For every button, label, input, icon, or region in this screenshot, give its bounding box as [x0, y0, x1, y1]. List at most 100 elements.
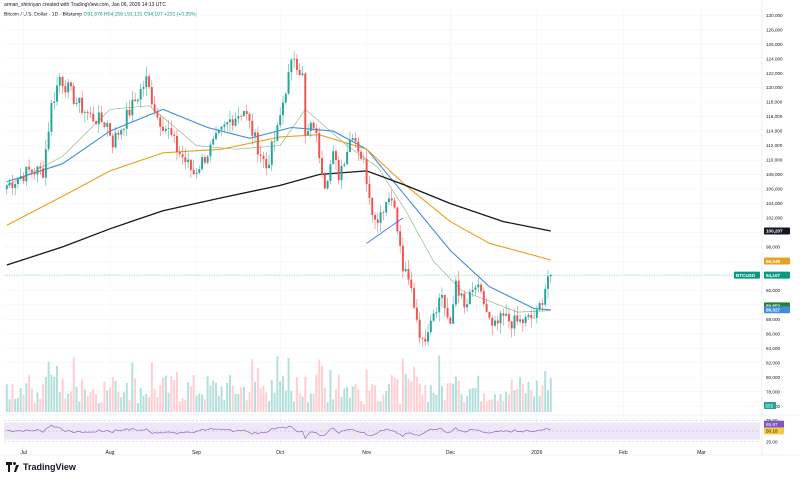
candle-body — [323, 174, 326, 189]
candle-body — [184, 157, 187, 163]
candle-body — [295, 58, 298, 70]
volume-bar — [334, 389, 337, 412]
volume-bar — [11, 383, 14, 412]
candle-body — [340, 165, 343, 181]
candle-body — [468, 291, 471, 305]
candle-body — [86, 112, 89, 113]
volume-bar — [482, 393, 485, 412]
candle-body — [181, 154, 184, 158]
y-tick-label: 106,000 — [766, 187, 783, 192]
volume-bar — [387, 383, 390, 412]
candle-body — [198, 169, 201, 173]
candle-body — [507, 313, 510, 322]
volume-bar — [441, 386, 443, 412]
volume-bar — [505, 391, 508, 412]
candle-body — [535, 309, 538, 318]
candle-body — [298, 69, 301, 76]
candle-body — [321, 158, 323, 175]
candle-body — [242, 111, 245, 117]
volume-bar — [125, 383, 128, 412]
volume-bar — [418, 383, 421, 412]
volume-bar — [284, 390, 287, 412]
candle-body — [254, 132, 257, 136]
volume-bar — [215, 382, 217, 412]
candle-body — [240, 115, 243, 117]
volume-bar — [203, 399, 206, 412]
candle-body — [206, 156, 209, 163]
candle-body — [513, 315, 516, 329]
volume-bar — [538, 396, 541, 412]
volume-bar — [379, 401, 382, 412]
volume-bar — [499, 394, 502, 412]
volume-bar — [474, 388, 477, 412]
candle-body — [343, 164, 346, 166]
candle-body — [354, 138, 357, 142]
volume-bar — [371, 383, 374, 412]
x-tick-label: Mar — [697, 450, 706, 456]
candle-body — [251, 120, 254, 136]
candle-body — [446, 308, 449, 318]
candle-body — [156, 111, 159, 118]
volume-bar — [47, 361, 50, 412]
volume-bar — [521, 383, 524, 412]
candle-body — [362, 158, 365, 160]
rsi-ma-tag — [764, 427, 784, 435]
volume-bar — [393, 377, 396, 412]
volume-bar — [206, 376, 209, 412]
candle-body — [11, 182, 14, 188]
volume-bar — [164, 375, 167, 412]
price-tag-label: 96,048 — [766, 259, 780, 264]
candle-body — [97, 112, 100, 125]
candle-body — [460, 293, 463, 296]
candle-body — [103, 122, 106, 127]
volume-bar — [5, 384, 8, 412]
candle-body — [217, 129, 220, 134]
volume-bar — [231, 385, 234, 412]
volume-bar — [337, 374, 340, 412]
candle-body — [30, 169, 33, 173]
y-tick-label: 128,000 — [766, 27, 783, 32]
candle-body — [53, 101, 56, 104]
candle-body — [312, 122, 315, 129]
candle-body — [226, 122, 229, 125]
candle-body — [72, 86, 75, 104]
volume-bar — [466, 396, 469, 412]
candle-body — [178, 151, 181, 155]
candle-body — [427, 332, 430, 342]
candle-body — [346, 151, 349, 165]
candle-body — [374, 215, 377, 220]
candle-body — [220, 126, 223, 130]
volume-bar — [30, 388, 33, 412]
candle-body — [432, 313, 435, 321]
candle-body — [466, 304, 469, 308]
volume-bar — [443, 399, 446, 412]
x-tick-label: 2026 — [531, 450, 542, 456]
volume-bar — [254, 381, 257, 412]
candle-body — [61, 76, 64, 87]
volume-bar — [131, 362, 134, 412]
rsi-tick-label: 25.00 — [766, 439, 778, 444]
candle-body — [304, 73, 307, 136]
volume-bar — [424, 385, 427, 412]
candle-body — [117, 132, 120, 135]
candle-body — [351, 138, 354, 140]
volume-bar — [315, 374, 318, 412]
volume-bar — [365, 369, 368, 412]
candle-body — [162, 126, 164, 132]
volume-bar — [533, 396, 536, 412]
rsi-tick-label: 75.00 — [766, 418, 778, 423]
volume-bar — [293, 401, 296, 412]
trendline[interactable] — [366, 217, 404, 244]
volume-bar — [111, 376, 114, 412]
volume-bar — [248, 392, 251, 412]
candle-body — [136, 99, 139, 102]
volume-bar — [435, 395, 438, 412]
volume-bar — [385, 391, 388, 412]
candle-body — [139, 88, 142, 100]
volume-bar — [150, 362, 153, 412]
volume-bar — [491, 399, 494, 412]
x-tick-label: Sep — [192, 450, 201, 456]
candle-body — [22, 176, 25, 182]
candle-body — [519, 319, 522, 322]
